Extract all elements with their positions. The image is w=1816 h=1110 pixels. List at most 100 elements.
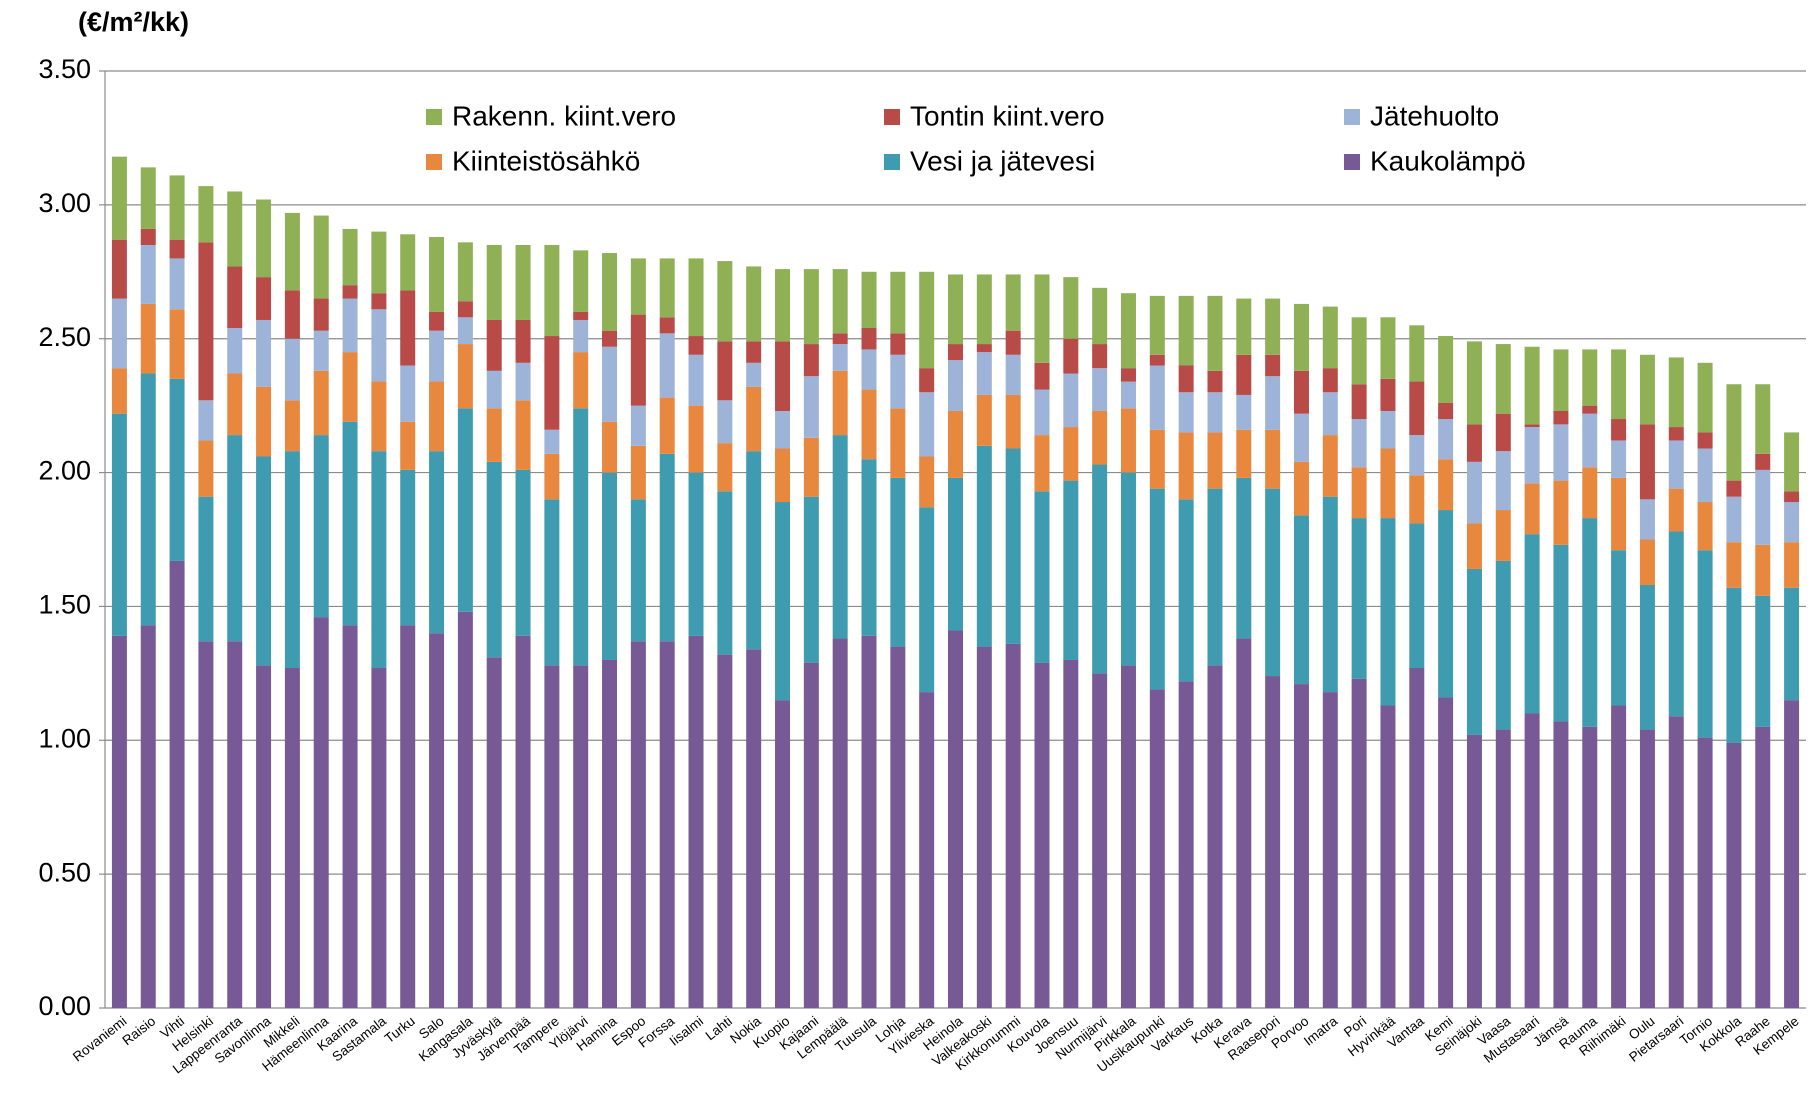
bar-segment [1466,734,1482,1008]
bar-segment [256,319,272,387]
bar-segment [1293,413,1309,462]
bar-segment [1553,424,1569,481]
bar-segment [544,336,560,430]
bar-segment [976,445,992,647]
legend-label: Kaukolämpö [1370,145,1526,176]
bar-segment [1553,410,1569,425]
bar-segment [976,352,992,395]
bar-segment [1265,676,1281,1008]
bar-segment [1092,287,1108,345]
bar-segment [1582,413,1598,468]
bar-segment [1726,496,1742,543]
bar-segment [1005,643,1021,1008]
bar-segment [486,319,502,371]
bar-segment [1149,295,1165,355]
bar-segment [515,319,531,363]
bar-segment [1495,729,1511,1008]
bar-segment [1755,453,1771,470]
bar-segment [1207,370,1223,393]
bar-segment [284,451,300,669]
bar-segment [1524,483,1540,535]
bar-segment [832,435,848,639]
bar-segment [1380,448,1396,519]
bar-segment [630,258,646,315]
bar-segment [1466,461,1482,524]
bar-segment [832,344,848,371]
legend-swatch [426,109,442,125]
bar-segment [919,392,935,457]
bar-segment [803,496,819,663]
bar-segment [111,156,127,240]
bar-segment [1265,429,1281,489]
legend-swatch [884,154,900,170]
legend-swatch [1344,109,1360,125]
bar-segment [659,258,675,318]
bar-segment [227,373,243,436]
bar-segment [1639,585,1655,730]
bar-segment [400,421,416,470]
bar-segment [1466,568,1482,735]
bar-segment [544,665,560,1008]
bar-segment [1726,542,1742,588]
y-tick-label: 0.00 [38,991,91,1021]
bar-segment [457,301,473,318]
bar-segment [371,293,387,310]
bar-segment [861,459,877,636]
legend-swatch [1344,154,1360,170]
bar-segment [803,344,819,377]
bar-segment [1466,424,1482,462]
bar-segment [1553,480,1569,545]
bar-segment [1207,488,1223,666]
bar-segment [1409,475,1425,524]
bar-segment [371,451,387,669]
bar-segment [1524,713,1540,1008]
bar-segment [948,477,963,631]
bar-segment [1063,480,1079,660]
bar-segment [1178,365,1194,393]
bar-segment [169,560,185,1008]
y-tick-label: 3.00 [38,188,91,218]
bar-segment [1293,303,1309,371]
bar-segment [515,245,531,320]
bar-segment [861,349,877,390]
bar-segment [1409,435,1425,476]
bar-segment [313,330,329,371]
bar-segment [1120,408,1136,473]
x-tick-label: Iisalmi [667,1013,706,1048]
bar-segment [1524,424,1540,428]
bar-segment [1611,550,1627,706]
bar-segment [284,290,300,339]
bar-segment [890,333,906,355]
bar-segment [429,330,445,382]
bar-segment [1380,705,1396,1008]
bar-segment [1697,737,1713,1008]
bar-segment [659,641,675,1008]
bar-segment [1178,295,1194,366]
bar-segment [1611,349,1627,420]
bar-segment [919,271,935,369]
bar-segment [1726,587,1742,743]
bar-segment [1236,354,1252,395]
bar-segment [573,352,589,409]
bar-segment [1265,354,1281,377]
bar-segment [775,341,791,411]
bar-segment [1639,354,1655,425]
bar-segment [688,472,704,636]
bar-segment [602,346,618,422]
bar-segment [1409,523,1425,669]
bar-segment [573,250,589,312]
bar-segment [1005,354,1021,395]
bar-segment [775,448,791,503]
bar-segment [400,234,416,291]
bar-segment [890,646,906,1008]
bar-segment [227,266,243,329]
legend-label: Jätehuolto [1370,100,1499,131]
bar-segment [256,386,272,457]
bar-segment [1495,413,1511,452]
bar-segment [1063,659,1079,1008]
bar-segment [111,368,127,414]
bar-segment [1726,742,1742,1008]
bar-segment [1438,697,1454,1008]
bar-segment [400,365,416,422]
bar-segment [1092,344,1108,369]
